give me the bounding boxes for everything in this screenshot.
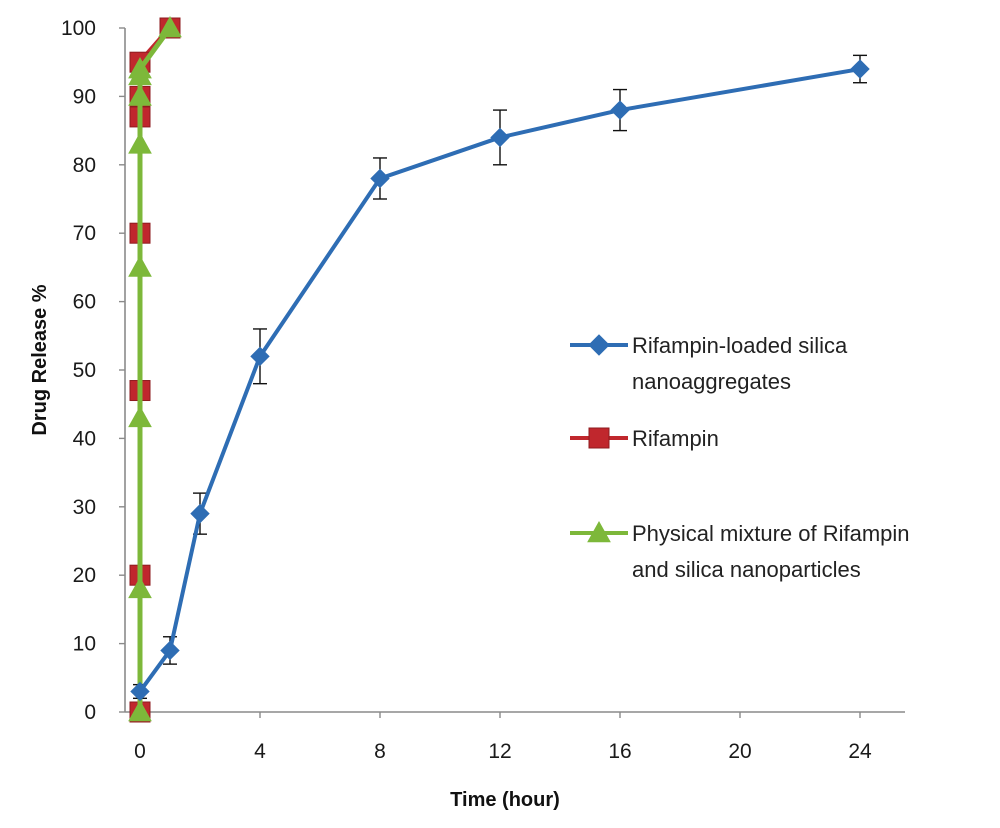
data-point: [128, 699, 152, 722]
data-point: [610, 100, 630, 120]
series-triangle: [128, 15, 182, 722]
y-tick-label: 70: [73, 222, 96, 245]
x-tick-label: 16: [608, 740, 631, 763]
legend-swatch-marker: [587, 520, 611, 543]
legend: Rifampin-loaded silica nanoaggregates Rifa…: [570, 333, 910, 582]
x-tick-label: 0: [134, 740, 146, 763]
series-line: [137, 26, 172, 712]
data-point: [158, 15, 182, 38]
x-axis-title: Time (hour): [450, 789, 560, 811]
series-layer: [128, 15, 870, 723]
y-tick-labels: 0 10 20 30 40 50 60 70 80 90 100: [61, 17, 125, 724]
legend-label: nanoaggregates: [632, 369, 791, 394]
data-point: [130, 681, 150, 702]
data-point: [490, 127, 510, 148]
data-point: [850, 59, 870, 79]
x-tick-label: 4: [254, 740, 266, 763]
y-tick-label: 0: [84, 701, 96, 724]
x-tick-label: 24: [848, 740, 872, 763]
y-tick-label: 50: [73, 359, 96, 382]
series-line: [137, 26, 173, 712]
y-tick-label: 60: [73, 291, 96, 314]
data-point: [128, 255, 152, 277]
x-tick-label: 20: [728, 740, 751, 763]
legend-swatch-marker: [588, 334, 610, 356]
y-tick-label: 40: [73, 427, 96, 450]
y-tick-label: 10: [73, 633, 96, 656]
data-point: [190, 503, 210, 524]
y-tick-label: 90: [73, 85, 96, 108]
x-tick-labels: 0 4 8 12 16 20 24: [134, 712, 872, 763]
data-point: [128, 405, 152, 428]
series-line: [138, 67, 861, 693]
y-tick-label: 100: [61, 17, 96, 40]
legend-label: and silica nanoparticles: [632, 557, 861, 582]
data-point: [128, 132, 152, 154]
y-axis-title: Drug Release %: [29, 284, 51, 435]
y-tick-label: 30: [73, 496, 96, 519]
y-tick-label: 20: [73, 564, 96, 587]
series-diamond: [130, 54, 870, 702]
legend-label: Rifampin-loaded silica: [632, 333, 848, 358]
legend-label: Physical mixture of Rifampin: [632, 521, 910, 546]
data-point: [370, 168, 390, 189]
x-tick-label: 8: [374, 740, 386, 763]
y-tick-label: 80: [73, 154, 96, 177]
data-point: [250, 346, 270, 367]
x-tick-label: 12: [488, 740, 511, 763]
legend-swatch-marker: [588, 427, 610, 449]
data-point: [160, 640, 180, 661]
data-point: [128, 84, 152, 106]
legend-label: Rifampin: [632, 426, 719, 451]
data-point: [128, 576, 152, 599]
data-point: [128, 57, 152, 79]
